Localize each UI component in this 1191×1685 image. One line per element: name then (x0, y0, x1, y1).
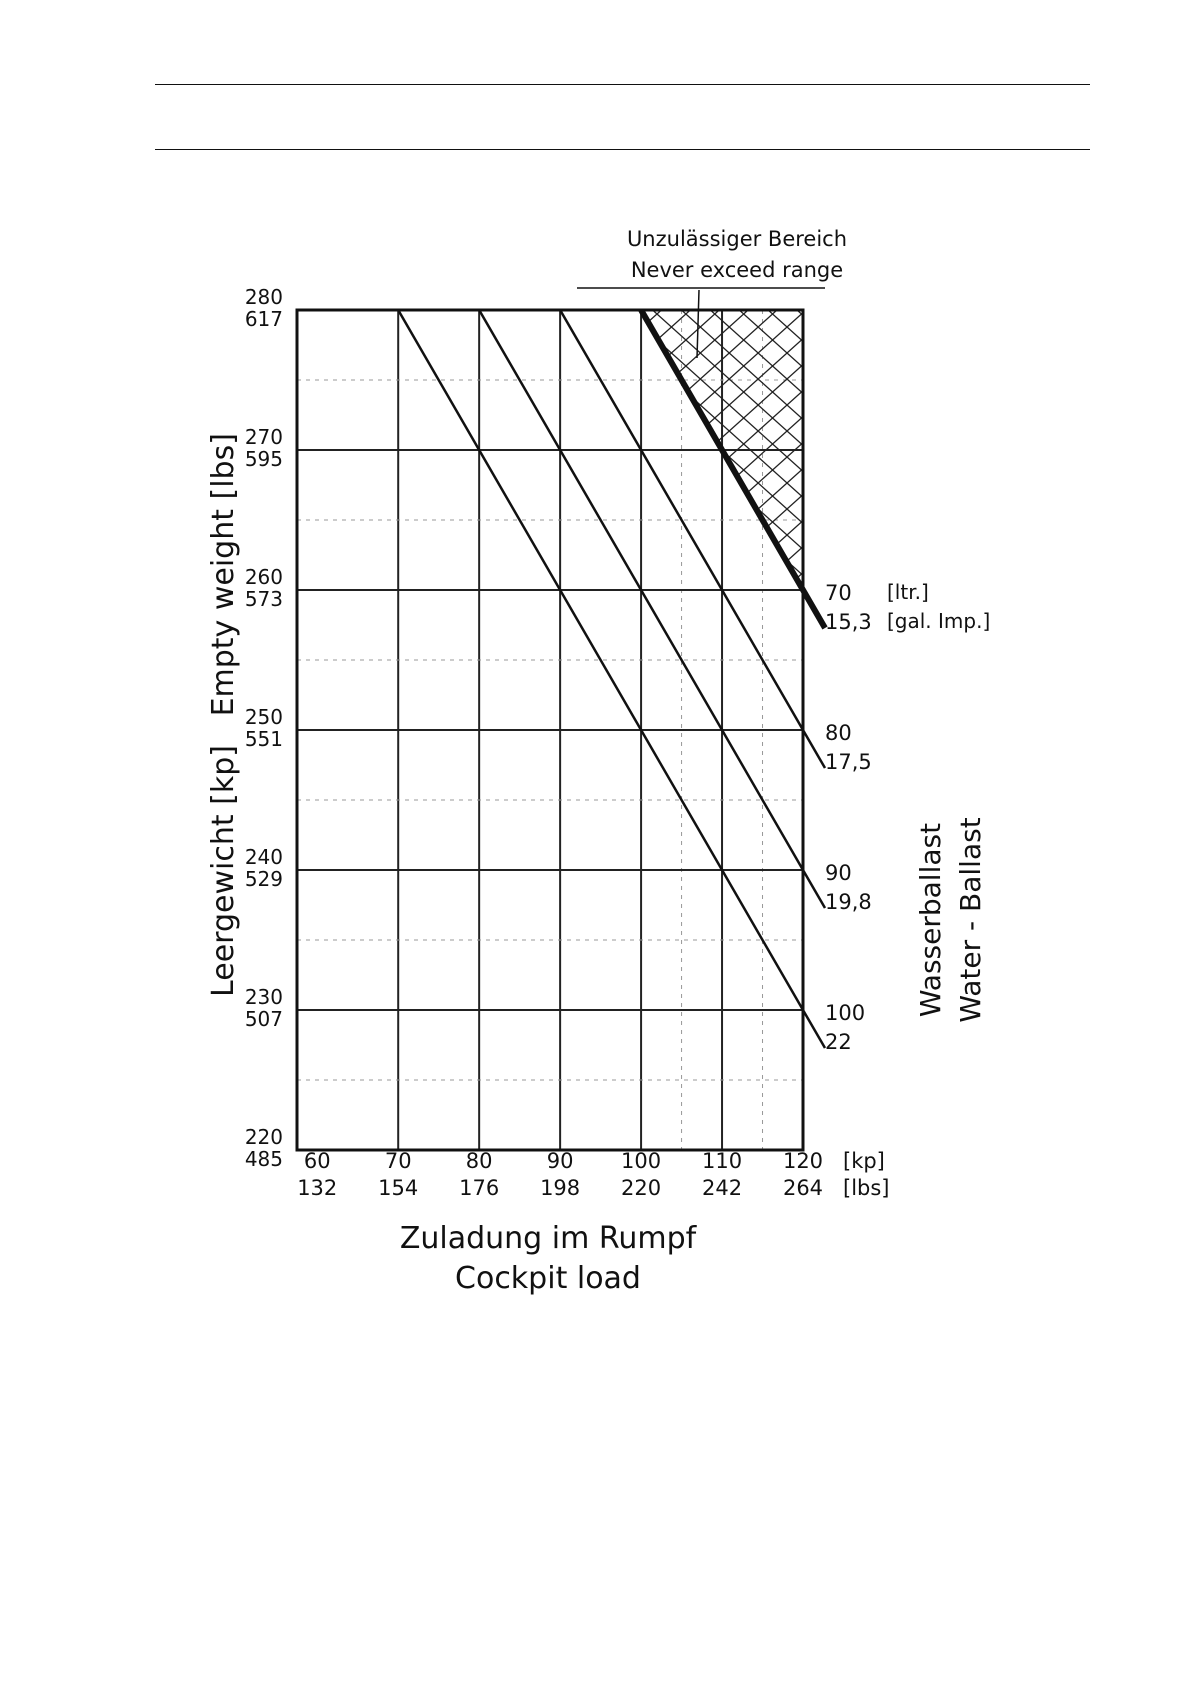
ballast-title-english: Water - Ballast (954, 817, 987, 1022)
y-tick-lbs: 617 (245, 307, 283, 331)
series-label-ltr: 70 (825, 581, 852, 605)
series-line-80 (559, 309, 827, 769)
never-exceed-label-en: Never exceed range (631, 258, 843, 282)
x-tick-lbs: 154 (378, 1176, 418, 1200)
y-tick-kp: 260 (245, 565, 283, 589)
y-tick-lbs: 507 (245, 1007, 283, 1031)
x-unit-lbs: [lbs] (843, 1176, 890, 1200)
x-unit-kp: [kp] (843, 1149, 885, 1173)
x-tick-lbs: 198 (540, 1176, 580, 1200)
y-tick-lbs: 551 (245, 727, 283, 751)
x-tick-labels: 60 132 70 154 80 176 90 198 100 220 110 242 120 264 (297, 1149, 823, 1200)
series-line-100 (397, 309, 827, 1049)
ballast-unit-ltr: [ltr.] (887, 580, 929, 604)
y-axis-title: Leergewicht [kp] Empty weight [lbs] (206, 433, 241, 997)
series-label-gal: 17,5 (825, 750, 872, 774)
y-tick-lbs: 529 (245, 867, 283, 891)
x-tick-lbs: 242 (702, 1176, 742, 1200)
header-rule-top (155, 84, 1090, 85)
series-line-90 (478, 309, 827, 909)
y-tick-kp: 240 (245, 845, 283, 869)
x-tick-kp: 110 (702, 1149, 742, 1173)
never-exceed-pointer (696, 289, 700, 359)
y-tick-lbs: 595 (245, 447, 283, 471)
ballast-title: Wasserballast (914, 823, 947, 1017)
plot-frame (295, 308, 805, 1152)
x-axis-title: Zuladung im Rumpf (400, 1221, 698, 1256)
x-tick-kp: 60 (304, 1149, 331, 1173)
x-tick-kp: 90 (547, 1149, 574, 1173)
series-label-gal: 22 (825, 1030, 852, 1054)
series-label-ltr: 80 (825, 721, 852, 745)
ballast-unit-gal: [gal. Imp.] (887, 609, 990, 633)
y-tick-kp: 270 (245, 425, 283, 449)
x-tick-lbs: 132 (297, 1176, 337, 1200)
y-tick-kp: 250 (245, 705, 283, 729)
x-tick-lbs: 176 (459, 1176, 499, 1200)
x-tick-kp: 70 (385, 1149, 412, 1173)
grid (297, 310, 803, 1150)
header-rule-bottom (155, 149, 1090, 150)
x-tick-kp: 100 (621, 1149, 661, 1173)
x-tick-kp: 120 (783, 1149, 823, 1173)
series-label-ltr: 90 (825, 861, 852, 885)
series-label-gal: 19,8 (825, 890, 872, 914)
never-exceed-label-de: Unzulässiger Bereich (627, 227, 847, 251)
x-tick-lbs: 264 (783, 1176, 823, 1200)
y-tick-kp: 230 (245, 985, 283, 1009)
x-tick-lbs: 220 (621, 1176, 661, 1200)
y-tick-lbs: 573 (245, 587, 283, 611)
series-label-gal: 15,3 (825, 610, 872, 634)
series-lines: 70 15,3 80 17,5 90 19,8 100 22 (397, 308, 872, 1054)
x-axis-title-english: Cockpit load (455, 1261, 641, 1296)
x-tick-kp: 80 (466, 1149, 493, 1173)
series-line-70 (638, 308, 828, 630)
y-tick-kp: 220 (245, 1125, 283, 1149)
y-tick-lbs: 485 (245, 1147, 283, 1171)
series-label-ltr: 100 (825, 1001, 865, 1025)
y-tick-kp: 280 (245, 285, 283, 309)
